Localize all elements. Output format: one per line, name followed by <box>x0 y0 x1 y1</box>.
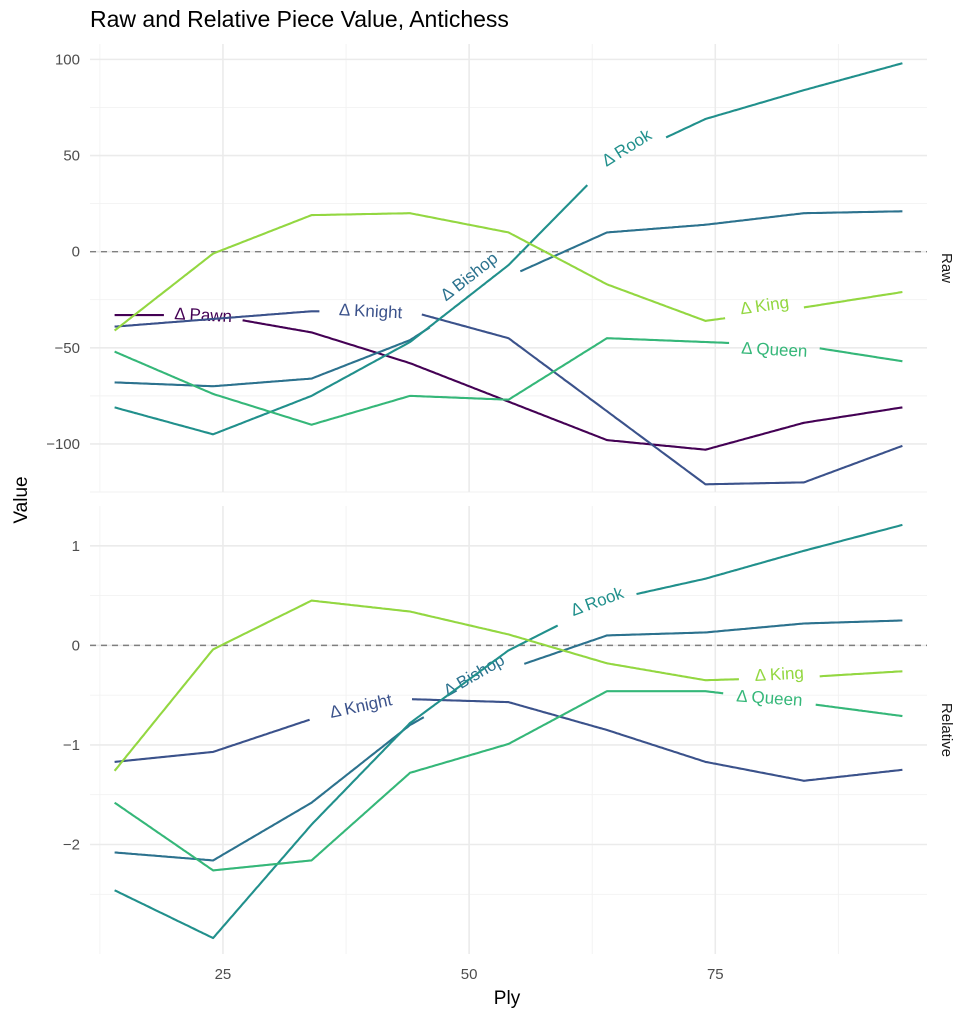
series-queen: Δ Queen <box>114 686 903 872</box>
series-line-knight <box>411 698 903 782</box>
series-knight: Δ Knight <box>114 300 903 486</box>
series-line-pawn <box>242 319 903 451</box>
series-line-queen <box>819 347 903 363</box>
y-tick-label: 100 <box>55 51 80 68</box>
series-line-bishop <box>519 210 903 273</box>
series-queen: Δ Queen <box>114 337 903 426</box>
series-label-knight: Δ Knight <box>339 300 404 322</box>
y-tick-label: −100 <box>46 436 80 453</box>
series-line-king <box>113 599 739 772</box>
series-label-rook: Δ Rook <box>568 583 626 620</box>
series-label-king: Δ King <box>739 293 790 319</box>
y-tick-label: 1 <box>72 538 80 555</box>
series-king: Δ King <box>113 212 903 332</box>
series-label-queen: Δ Queen <box>741 338 808 360</box>
chart-title: Raw and Relative Piece Value, Antichess <box>90 6 509 32</box>
series-line-rook <box>114 184 589 436</box>
series-line-bishop <box>114 326 431 388</box>
series-label-rook: Δ Rook <box>598 125 655 170</box>
series-bishop: Δ Bishop <box>114 619 903 862</box>
series-line-rook <box>636 523 903 596</box>
x-tick-label: 75 <box>707 966 724 983</box>
y-tick-label: −2 <box>63 836 80 853</box>
y-tick-label: −50 <box>55 340 80 357</box>
strip-label-raw: Raw <box>938 253 955 283</box>
series-label-pawn: Δ Pawn <box>174 304 233 326</box>
series-line-king <box>113 212 726 332</box>
y-tick-label: 0 <box>72 244 80 261</box>
y-tick-label: 0 <box>72 637 80 654</box>
series-label-queen: Δ Queen <box>736 686 803 710</box>
series-line-king <box>803 290 903 309</box>
y-tick-label: 50 <box>63 148 80 165</box>
x-tick-label: 25 <box>215 966 232 983</box>
series-line-knight <box>114 310 320 328</box>
series-pawn: Δ Pawn <box>114 304 903 451</box>
x-tick-label: 50 <box>461 966 478 983</box>
series-line-queen <box>114 690 724 872</box>
series-rook: Δ Rook <box>114 62 903 436</box>
series-line-knight <box>421 313 903 486</box>
series-line-bishop <box>114 716 425 862</box>
series-king: Δ King <box>113 599 903 772</box>
series-line-rook <box>114 624 559 940</box>
strip-label-relative: Relative <box>938 703 955 757</box>
y-tick-label: −1 <box>63 737 80 754</box>
x-axis-title: Ply <box>494 988 521 1009</box>
series-rook: Δ Rook <box>114 523 903 940</box>
series-line-rook <box>665 62 903 139</box>
series-line-knight <box>114 718 310 763</box>
series-line-bishop <box>523 619 903 665</box>
series-line-queen <box>815 703 903 718</box>
series-line-queen <box>114 337 730 426</box>
y-axis-title: Value <box>11 476 32 523</box>
series-label-king: Δ King <box>754 663 804 685</box>
series-line-king <box>819 670 903 678</box>
